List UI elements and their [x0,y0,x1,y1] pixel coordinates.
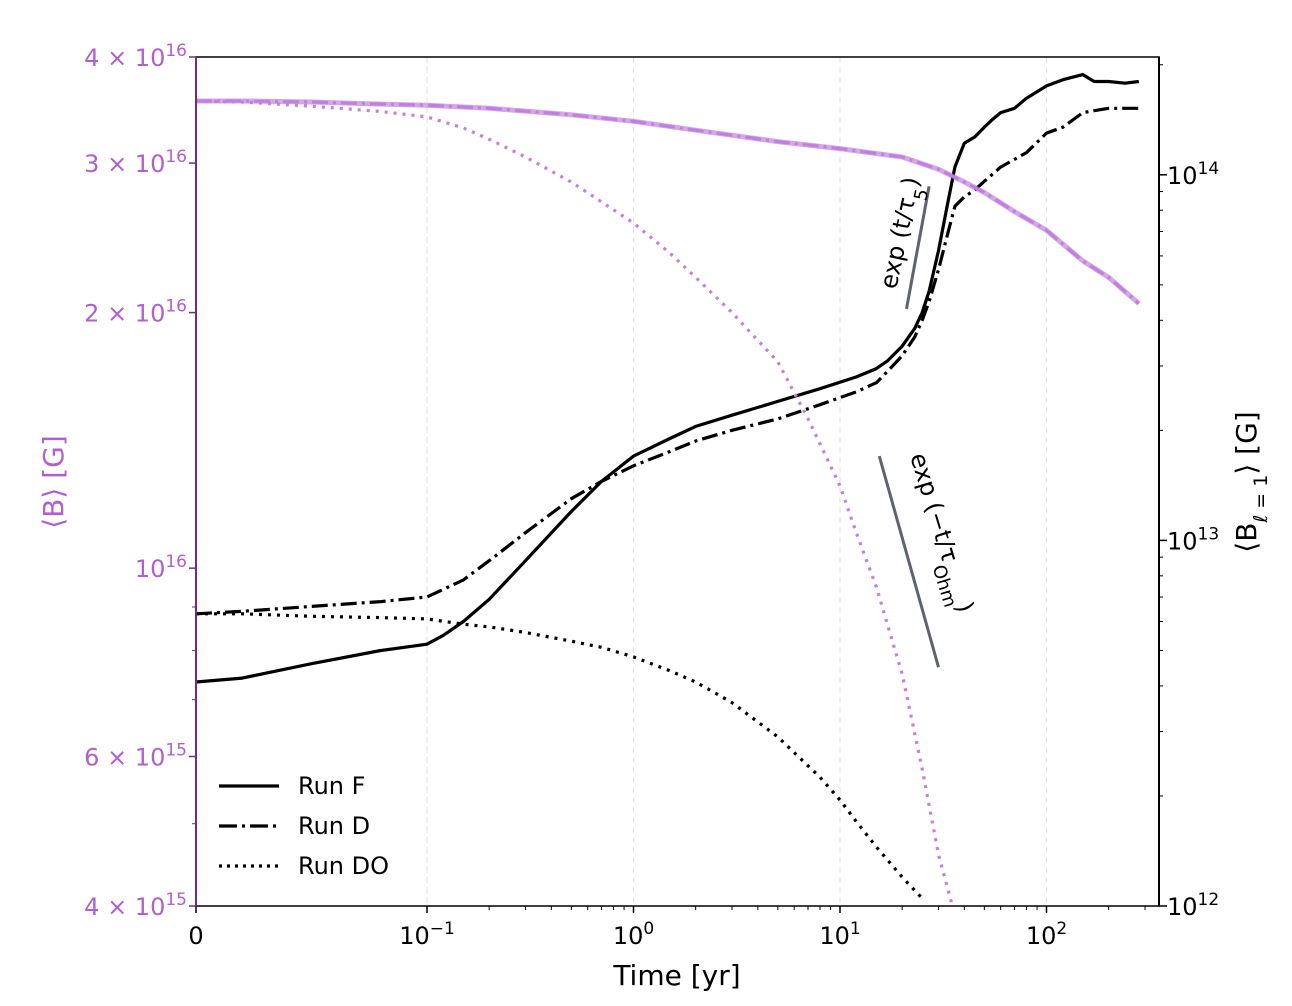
left-tick-label-3-exp: 16 [165,297,187,317]
right-tick-label-1-exp: 13 [1198,524,1220,544]
right-tick-label-2-text: 10 [1167,162,1198,190]
x-tick-label-4-text: 10 [1026,922,1057,950]
left-tick-label-3-text: 2 × 10 [84,300,165,328]
right-tick-label-2: 1014 [1167,159,1219,190]
left-tick-label-1: 6 × 1015 [84,740,187,771]
x-tick-label-2-text: 10 [613,922,644,950]
x-tick-label-3: 101 [819,919,860,950]
right-tick-label-1: 1013 [1167,524,1219,555]
guide-lines [877,186,940,668]
x-axis-label: Time [yr] [612,959,740,992]
guide-line-1 [877,455,940,668]
series-line-1 [195,106,1139,616]
guide-line-0 [905,186,931,310]
right-tick-label-1-text: 10 [1167,527,1198,555]
left-tick-label-2: 1016 [135,552,187,583]
right-axis-label-tail: ⟩ [G] [1230,411,1263,474]
annotation-decay-main: exp (−t/τ [904,450,964,566]
left-tick-label-5: 4 × 1016 [84,41,187,72]
left-tick-label-4-text: 3 × 10 [84,150,165,178]
x-tick-label-2-exp: 0 [643,919,654,939]
x-tick-label-1-exp: −1 [430,919,455,939]
annotation-decay: exp (−t/τOhm) [895,450,979,619]
annotation-decay-sub: Ohm [928,562,961,609]
grid [426,57,1047,906]
left-tick-label-0-exp: 15 [165,890,187,910]
left-tick-label-5-text: 4 × 10 [84,44,165,72]
left-tick-label-1-text: 6 × 10 [84,743,165,771]
x-tick-label-0: 0 [188,922,203,950]
series-layer [195,72,1141,907]
x-tick-label-3-text: 10 [819,922,850,950]
series-line-5 [195,99,954,907]
series-line-4 [196,99,1140,305]
x-tick-label-2: 100 [613,919,654,950]
left-tick-label-0: 4 × 1015 [84,890,187,921]
x-tick-label-0-text: 0 [188,922,203,950]
annotation-growth: exp (t/τ5) [874,174,934,293]
series-line-2 [196,612,924,900]
left-tick-label-4: 3 × 1016 [84,147,187,178]
right-tick-label-2-exp: 14 [1198,159,1220,179]
annotation-growth-sub: 5 [910,187,933,203]
x-tick-label-4-exp: 2 [1056,919,1067,939]
left-tick-label-2-exp: 16 [165,552,187,572]
left-tick-label-1-exp: 15 [165,740,187,760]
series-line-0 [195,72,1139,684]
right-tick-label-0-text: 10 [1167,893,1198,921]
legend: Run F Run D Run DO [219,772,389,880]
right-tick-label-0-exp: 12 [1198,890,1220,910]
left-tick-label-0-text: 4 × 10 [84,893,165,921]
x-tick-label-4: 102 [1026,919,1067,950]
right-axis-label-main: ⟨B [1230,523,1263,553]
right-axis-label: ⟨Bℓ = 1⟩ [G] [1230,411,1272,552]
annotation-growth-main: exp (t/τ [874,195,921,292]
legend-label-run-d: Run D [298,812,370,840]
left-tick-label-3: 2 × 1016 [84,297,187,328]
right-tick-label-0: 1012 [1167,890,1219,921]
annotation-growth-tail: ) [896,174,925,189]
left-tick-label-5-exp: 16 [165,41,187,61]
legend-label-run-do: Run DO [298,852,389,880]
x-tick-label-1-text: 10 [399,922,430,950]
legend-label-run-f: Run F [298,772,365,800]
x-tick-label-3-exp: 1 [850,919,861,939]
left-axis-label: ⟨B⟩ [G] [37,435,70,529]
left-tick-label-4-exp: 16 [165,147,187,167]
x-tick-label-1: 10−1 [399,919,455,950]
left-tick-label-2-text: 10 [135,555,166,583]
right-axis-label-sub: ℓ = 1 [1250,475,1272,524]
